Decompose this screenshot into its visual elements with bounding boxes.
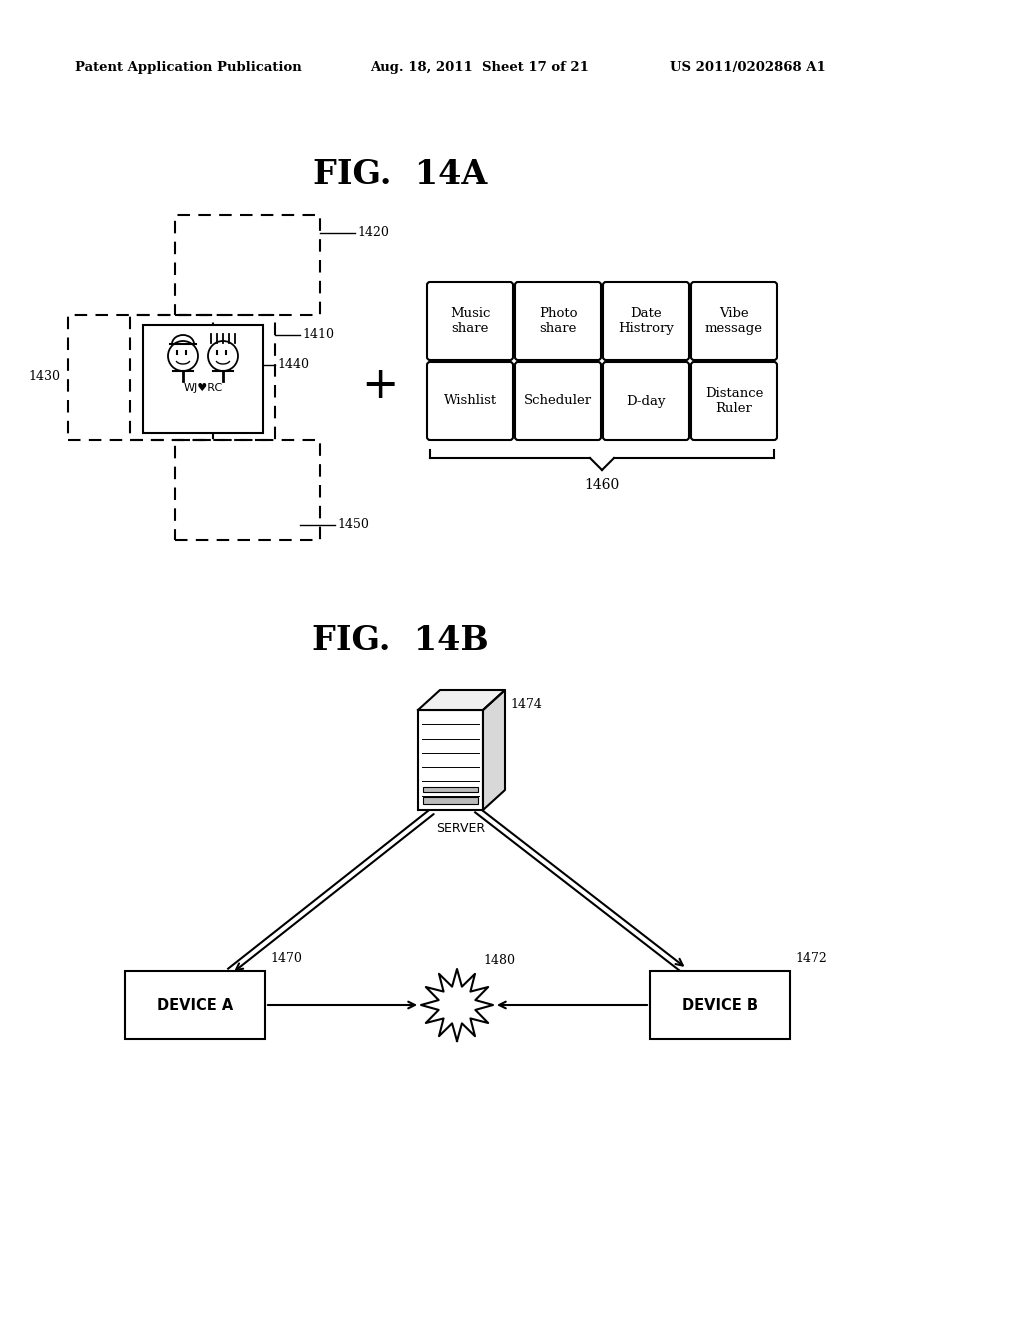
Text: Distance
Ruler: Distance Ruler: [705, 387, 763, 414]
Bar: [175, 440, 319, 540]
Text: 1430: 1430: [28, 371, 60, 384]
FancyBboxPatch shape: [427, 362, 513, 440]
Text: Date
Histrory: Date Histrory: [618, 308, 674, 335]
Text: US 2011/0202868 A1: US 2011/0202868 A1: [670, 62, 825, 74]
Text: Patent Application Publication: Patent Application Publication: [75, 62, 302, 74]
Bar: [418, 710, 483, 810]
Text: FIG.  14A: FIG. 14A: [313, 158, 487, 191]
Text: 1472: 1472: [795, 953, 826, 965]
Text: Scheduler: Scheduler: [524, 395, 592, 408]
FancyBboxPatch shape: [427, 282, 513, 360]
Text: DEVICE A: DEVICE A: [157, 998, 233, 1012]
FancyBboxPatch shape: [515, 282, 601, 360]
Bar: [68, 315, 213, 440]
Text: Wishlist: Wishlist: [443, 395, 497, 408]
Text: 1474: 1474: [510, 698, 542, 711]
Text: WJ♥RC: WJ♥RC: [183, 383, 222, 393]
Text: D-day: D-day: [627, 395, 666, 408]
Bar: [423, 797, 478, 804]
FancyBboxPatch shape: [691, 282, 777, 360]
Text: FIG.  14B: FIG. 14B: [311, 623, 488, 656]
FancyBboxPatch shape: [603, 362, 689, 440]
Text: Music
share: Music share: [450, 308, 490, 335]
Text: 1450: 1450: [337, 519, 369, 532]
Text: 1420: 1420: [357, 227, 389, 239]
Circle shape: [208, 341, 238, 371]
Bar: [175, 215, 319, 315]
Bar: [125, 972, 265, 1039]
Text: SERVER: SERVER: [436, 822, 485, 836]
Polygon shape: [418, 690, 505, 710]
Text: DEVICE B: DEVICE B: [682, 998, 758, 1012]
Bar: [650, 972, 790, 1039]
Bar: [130, 315, 275, 440]
Bar: [423, 787, 478, 792]
Circle shape: [168, 341, 198, 371]
Text: Photo
share: Photo share: [539, 308, 578, 335]
Text: 1440: 1440: [278, 359, 309, 371]
Text: Aug. 18, 2011  Sheet 17 of 21: Aug. 18, 2011 Sheet 17 of 21: [370, 62, 589, 74]
Text: Vibe
message: Vibe message: [705, 308, 763, 335]
Text: 1480: 1480: [483, 954, 515, 968]
FancyBboxPatch shape: [515, 362, 601, 440]
FancyBboxPatch shape: [603, 282, 689, 360]
Text: +: +: [361, 363, 398, 407]
Text: 1470: 1470: [270, 953, 302, 965]
Text: 1460: 1460: [585, 478, 620, 492]
Bar: [143, 325, 263, 433]
Polygon shape: [483, 690, 505, 810]
Text: 1410: 1410: [302, 329, 334, 342]
Polygon shape: [421, 969, 493, 1041]
FancyBboxPatch shape: [691, 362, 777, 440]
